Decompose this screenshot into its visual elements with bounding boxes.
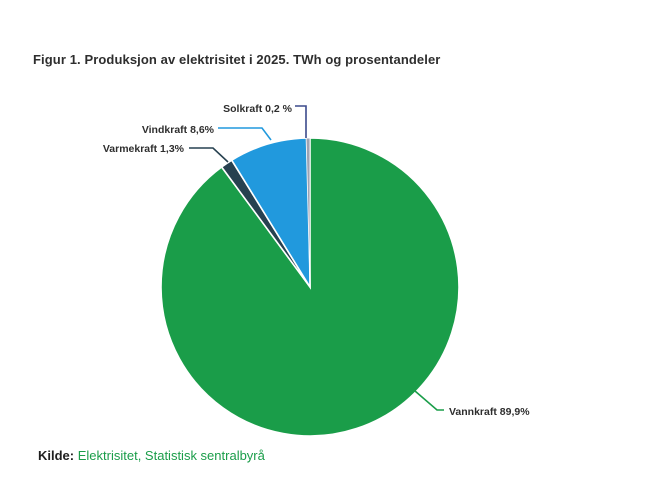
source-link[interactable]: Elektrisitet, Statistisk sentralbyrå [77, 448, 265, 463]
slice-label-varmekraft: Varmekraft 1,3% [103, 143, 185, 155]
source-prefix: Kilde: [38, 448, 75, 463]
leader-line-varmekraft [189, 147, 229, 163]
pie-slices [160, 137, 460, 437]
source-line: Kilde: Elektrisitet, Statistisk sentralb… [38, 448, 265, 463]
slice-label-vindkraft: Vindkraft 8,6% [142, 124, 215, 136]
chart-title: Figur 1. Produksjon av elektrisitet i 20… [33, 52, 441, 67]
pie-slice-solkraft[interactable] [305, 137, 311, 288]
leader-line-vannkraft [414, 390, 444, 411]
leader-line-solkraft [295, 105, 307, 138]
slice-label-vannkraft: Vannkraft 89,9% [449, 406, 530, 418]
slice-label-solkraft: Solkraft 0,2 % [223, 103, 293, 115]
leader-line-vindkraft [218, 127, 272, 141]
